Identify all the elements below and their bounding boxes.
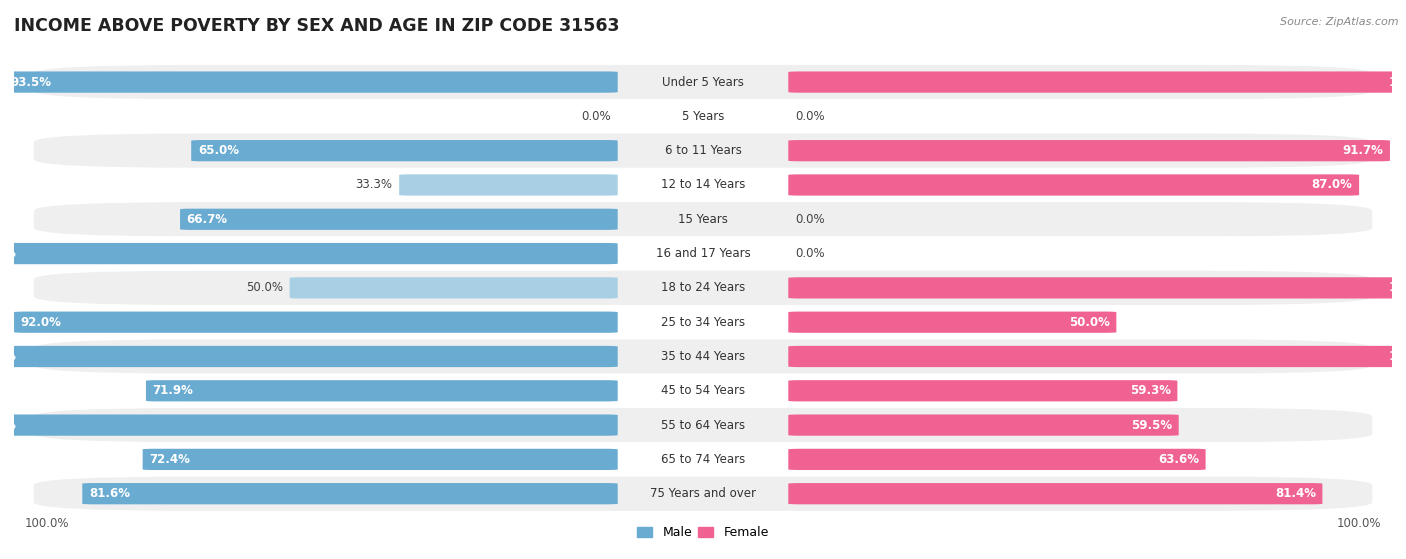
- FancyBboxPatch shape: [0, 414, 617, 435]
- Text: 75 Years and over: 75 Years and over: [650, 487, 756, 500]
- FancyBboxPatch shape: [191, 140, 617, 162]
- FancyBboxPatch shape: [789, 277, 1406, 299]
- Text: 5 Years: 5 Years: [682, 110, 724, 123]
- FancyBboxPatch shape: [789, 414, 1178, 435]
- Text: 100.0%: 100.0%: [0, 350, 17, 363]
- Text: 100.0%: 100.0%: [0, 247, 17, 260]
- FancyBboxPatch shape: [789, 449, 1205, 470]
- Text: 81.4%: 81.4%: [1275, 487, 1316, 500]
- FancyBboxPatch shape: [34, 100, 1372, 134]
- Text: 33.3%: 33.3%: [356, 178, 392, 192]
- FancyBboxPatch shape: [34, 373, 1372, 408]
- Text: 91.7%: 91.7%: [1343, 144, 1384, 157]
- FancyBboxPatch shape: [34, 305, 1372, 339]
- FancyBboxPatch shape: [789, 72, 1406, 93]
- Text: 65.0%: 65.0%: [198, 144, 239, 157]
- FancyBboxPatch shape: [789, 483, 1323, 504]
- Text: 100.0%: 100.0%: [0, 419, 17, 432]
- Text: 55 to 64 Years: 55 to 64 Years: [661, 419, 745, 432]
- Text: 65 to 74 Years: 65 to 74 Years: [661, 453, 745, 466]
- Text: 72.4%: 72.4%: [149, 453, 190, 466]
- FancyBboxPatch shape: [14, 311, 617, 333]
- FancyBboxPatch shape: [34, 134, 1372, 168]
- FancyBboxPatch shape: [34, 408, 1372, 442]
- FancyBboxPatch shape: [789, 311, 1116, 333]
- Text: 50.0%: 50.0%: [246, 281, 283, 295]
- Text: 63.6%: 63.6%: [1159, 453, 1199, 466]
- FancyBboxPatch shape: [34, 271, 1372, 305]
- FancyBboxPatch shape: [0, 346, 617, 367]
- Text: 18 to 24 Years: 18 to 24 Years: [661, 281, 745, 295]
- Text: 0.0%: 0.0%: [794, 213, 824, 226]
- Text: 87.0%: 87.0%: [1312, 178, 1353, 192]
- Text: INCOME ABOVE POVERTY BY SEX AND AGE IN ZIP CODE 31563: INCOME ABOVE POVERTY BY SEX AND AGE IN Z…: [14, 17, 620, 35]
- FancyBboxPatch shape: [146, 380, 617, 401]
- Text: 0.0%: 0.0%: [794, 247, 824, 260]
- FancyBboxPatch shape: [34, 202, 1372, 236]
- FancyBboxPatch shape: [34, 236, 1372, 271]
- FancyBboxPatch shape: [142, 449, 617, 470]
- Text: Source: ZipAtlas.com: Source: ZipAtlas.com: [1281, 17, 1399, 27]
- Text: 92.0%: 92.0%: [21, 316, 62, 329]
- FancyBboxPatch shape: [34, 339, 1372, 373]
- Text: 66.7%: 66.7%: [187, 213, 228, 226]
- FancyBboxPatch shape: [290, 277, 617, 299]
- Text: 0.0%: 0.0%: [582, 110, 612, 123]
- Text: 71.9%: 71.9%: [152, 384, 194, 397]
- FancyBboxPatch shape: [34, 65, 1372, 100]
- Text: 12 to 14 Years: 12 to 14 Years: [661, 178, 745, 192]
- FancyBboxPatch shape: [34, 442, 1372, 476]
- Text: 59.5%: 59.5%: [1130, 419, 1173, 432]
- Text: 81.6%: 81.6%: [89, 487, 129, 500]
- Text: 100.0%: 100.0%: [1389, 75, 1406, 88]
- FancyBboxPatch shape: [180, 209, 617, 230]
- Text: 100.0%: 100.0%: [1389, 350, 1406, 363]
- Text: 93.5%: 93.5%: [11, 75, 52, 88]
- FancyBboxPatch shape: [789, 140, 1391, 162]
- Text: 59.3%: 59.3%: [1130, 384, 1171, 397]
- FancyBboxPatch shape: [0, 243, 617, 264]
- FancyBboxPatch shape: [399, 174, 617, 196]
- Text: 15 Years: 15 Years: [678, 213, 728, 226]
- Text: 100.0%: 100.0%: [1389, 281, 1406, 295]
- FancyBboxPatch shape: [789, 346, 1406, 367]
- Text: 0.0%: 0.0%: [794, 110, 824, 123]
- Text: 50.0%: 50.0%: [1069, 316, 1109, 329]
- Legend: Male, Female: Male, Female: [633, 521, 773, 544]
- Text: Under 5 Years: Under 5 Years: [662, 75, 744, 88]
- Text: 16 and 17 Years: 16 and 17 Years: [655, 247, 751, 260]
- Text: 6 to 11 Years: 6 to 11 Years: [665, 144, 741, 157]
- FancyBboxPatch shape: [789, 174, 1360, 196]
- Text: 45 to 54 Years: 45 to 54 Years: [661, 384, 745, 397]
- FancyBboxPatch shape: [34, 476, 1372, 511]
- FancyBboxPatch shape: [34, 168, 1372, 202]
- FancyBboxPatch shape: [83, 483, 617, 504]
- FancyBboxPatch shape: [4, 72, 617, 93]
- Text: 25 to 34 Years: 25 to 34 Years: [661, 316, 745, 329]
- Text: 35 to 44 Years: 35 to 44 Years: [661, 350, 745, 363]
- FancyBboxPatch shape: [789, 380, 1177, 401]
